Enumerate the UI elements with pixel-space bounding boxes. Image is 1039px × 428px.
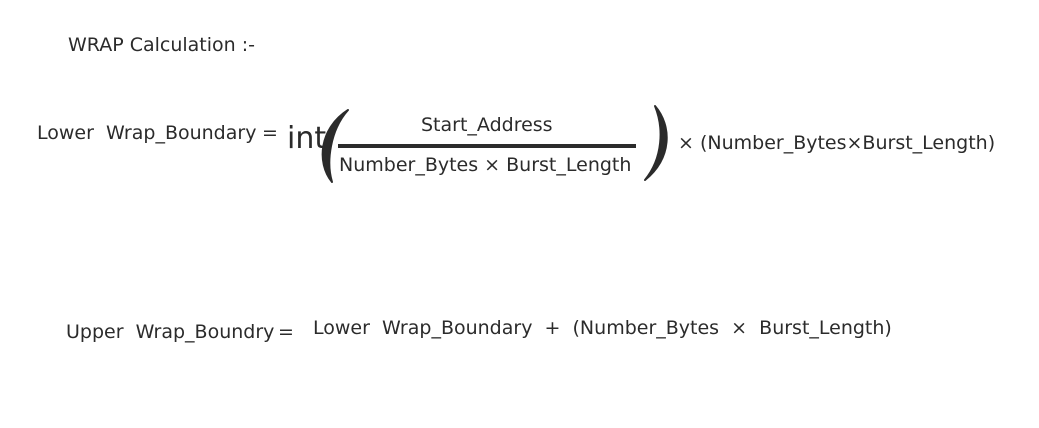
lower-formula-equals: = (262, 122, 278, 144)
page-title: WRAP Calculation :- (68, 34, 256, 56)
lower-formula-rhs: × (Number_Bytes×Burst_Length) (678, 132, 996, 154)
upper-formula-rhs: Lower Wrap_Boundary + (Number_Bytes × Bu… (313, 317, 892, 339)
lower-formula-lhs: Lower Wrap_Boundary (37, 122, 257, 144)
upper-formula-equals: = (278, 321, 294, 343)
fraction-denominator: Number_Bytes × Burst_Length (339, 154, 632, 176)
int-function: int (287, 121, 327, 156)
right-parenthesis (644, 105, 668, 181)
fraction-numerator: Start_Address (421, 114, 553, 136)
fraction-bar (338, 144, 636, 148)
upper-formula-lhs: Upper Wrap_Boundry (66, 321, 275, 343)
